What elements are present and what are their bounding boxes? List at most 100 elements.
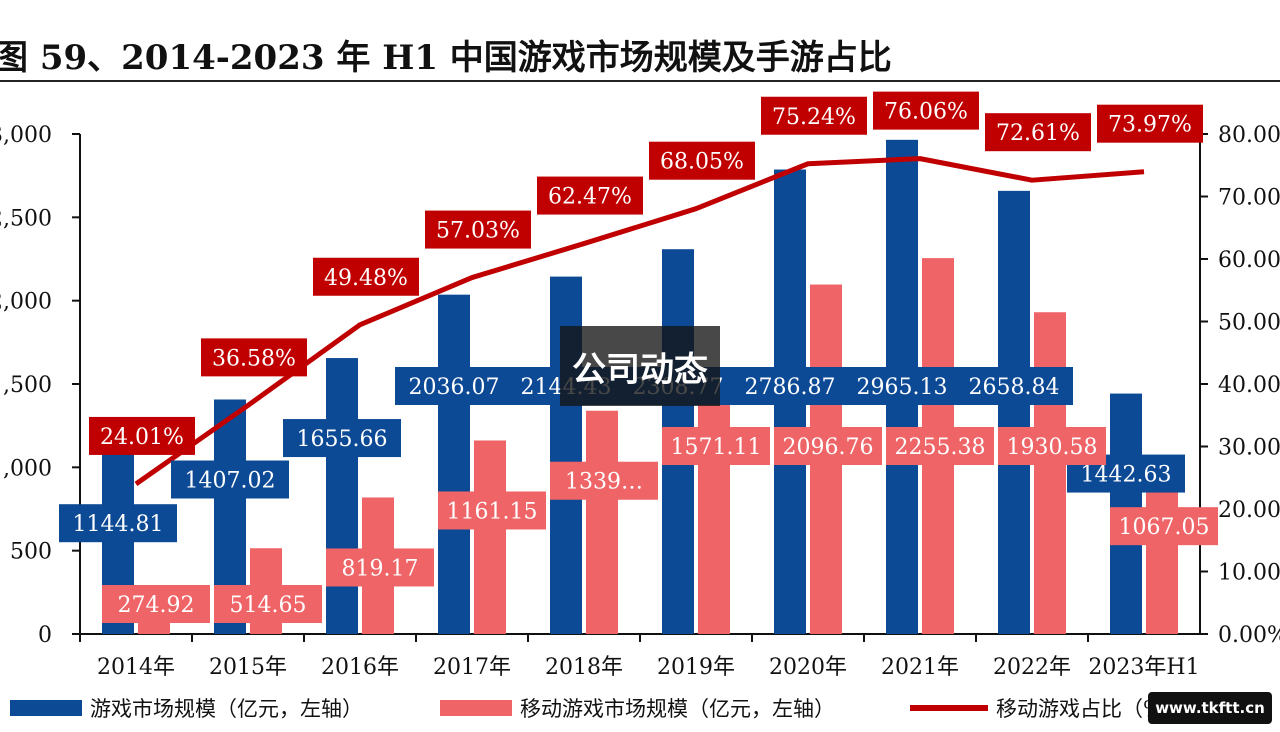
right-tick-label: 50.00% bbox=[1218, 311, 1280, 336]
watermark-overlay: 公司动态 bbox=[560, 326, 720, 406]
bar-mobile bbox=[586, 410, 618, 634]
x-tick-label: 2022年 bbox=[993, 655, 1071, 680]
bar-mobile bbox=[474, 440, 506, 634]
x-tick-label: 2017年 bbox=[433, 655, 511, 680]
label-share: 24.01% bbox=[100, 425, 184, 450]
label-share: 62.47% bbox=[548, 185, 632, 210]
label-total-box bbox=[59, 504, 177, 543]
bar-total bbox=[326, 358, 358, 634]
label-total-box bbox=[955, 367, 1073, 405]
site-badge: www.tkftt.cn bbox=[1148, 692, 1272, 724]
label-total: 2965.13 bbox=[857, 375, 948, 400]
x-tick-label: 2016年 bbox=[321, 655, 399, 680]
label-mobile: 514.65 bbox=[230, 593, 307, 618]
label-share-box bbox=[201, 338, 307, 377]
right-tick-label: 60.00% bbox=[1218, 248, 1280, 273]
x-tick-label: 2021年 bbox=[881, 655, 959, 680]
label-total: 2658.84 bbox=[969, 375, 1060, 400]
label-mobile-box bbox=[774, 427, 882, 465]
label-share: 73.97% bbox=[1108, 113, 1192, 138]
label-share-box bbox=[873, 91, 979, 130]
legend-swatch-total bbox=[10, 700, 82, 716]
right-tick-label: 20.00% bbox=[1218, 498, 1280, 523]
label-mobile-box bbox=[214, 585, 322, 623]
legend-swatch-mobile bbox=[440, 700, 512, 716]
label-mobile-box bbox=[1110, 507, 1218, 546]
label-total: 1442.63 bbox=[1081, 463, 1172, 488]
data-labels: 1144.811407.021655.662036.072144.432308.… bbox=[59, 91, 1218, 623]
label-total-box bbox=[731, 367, 849, 405]
legend-label-mobile: 移动游戏市场规模（亿元，左轴） bbox=[520, 697, 835, 721]
label-share-box bbox=[537, 176, 643, 215]
left-tick-label: 2,500 bbox=[0, 206, 52, 231]
left-tick-label: 3,000 bbox=[0, 123, 52, 148]
left-tick-label: 0 bbox=[38, 623, 52, 648]
label-share: 72.61% bbox=[996, 121, 1080, 146]
label-mobile: 2096.76 bbox=[783, 435, 874, 460]
label-total: 1407.02 bbox=[185, 468, 276, 493]
label-mobile-box bbox=[886, 427, 994, 465]
label-total-box bbox=[843, 367, 961, 405]
label-mobile: 2255.38 bbox=[895, 435, 986, 460]
legend-label-total: 游戏市场规模（亿元，左轴） bbox=[90, 697, 363, 721]
label-share: 49.48% bbox=[324, 266, 408, 291]
label-total: 1144.81 bbox=[73, 512, 164, 537]
x-tick-label: 2015年 bbox=[209, 655, 287, 680]
label-total-box bbox=[171, 460, 289, 499]
label-share-box bbox=[985, 113, 1091, 152]
label-mobile: 1339… bbox=[565, 470, 643, 495]
right-tick-label: 80.00% bbox=[1218, 123, 1280, 148]
title-rule bbox=[0, 80, 1280, 82]
label-mobile: 1930.58 bbox=[1007, 435, 1098, 460]
label-total-box bbox=[395, 367, 513, 405]
x-tick-label: 2020年 bbox=[769, 655, 847, 680]
left-tick-label: 2,000 bbox=[0, 290, 52, 315]
label-share: 57.03% bbox=[436, 219, 520, 244]
label-share-box bbox=[89, 416, 195, 455]
label-share-box bbox=[425, 210, 531, 249]
label-mobile-box bbox=[102, 585, 210, 623]
label-mobile: 1161.15 bbox=[447, 499, 538, 524]
x-tick-label: 2019年 bbox=[657, 655, 735, 680]
right-tick-label: 0.00% bbox=[1218, 623, 1280, 648]
left-tick-label: 500 bbox=[10, 540, 52, 565]
label-mobile: 1067.05 bbox=[1119, 515, 1210, 540]
label-total: 2036.07 bbox=[409, 375, 500, 400]
label-mobile-box bbox=[662, 427, 770, 465]
label-mobile-box bbox=[438, 491, 546, 530]
label-share-box bbox=[1097, 104, 1203, 143]
bar-mobile bbox=[1034, 312, 1066, 634]
chart-title: 图 59、2014-2023 年 H1 中国游戏市场规模及手游占比 bbox=[0, 38, 892, 78]
label-mobile-box bbox=[998, 427, 1106, 465]
label-share-box bbox=[313, 257, 419, 296]
label-total-box bbox=[283, 419, 401, 458]
label-mobile: 1571.11 bbox=[671, 435, 762, 460]
axes: 0 500 1,000 1,500 2,000 2,500 3,000 0.00% 10.00%… bbox=[0, 123, 1280, 680]
label-mobile: 274.92 bbox=[118, 593, 195, 618]
label-share: 75.24% bbox=[772, 105, 856, 130]
label-mobile-box bbox=[326, 548, 434, 587]
label-share: 76.06% bbox=[884, 100, 968, 125]
label-share-box bbox=[649, 141, 755, 180]
right-tick-label: 70.00% bbox=[1218, 186, 1280, 211]
right-tick-label: 40.00% bbox=[1218, 373, 1280, 398]
x-tick-label: 2023年H1 bbox=[1088, 655, 1199, 680]
right-tick-label: 30.00% bbox=[1218, 436, 1280, 461]
bar-mobile bbox=[698, 372, 730, 634]
left-tick-label: 1,000 bbox=[0, 456, 52, 481]
right-tick-label: 10.00% bbox=[1218, 561, 1280, 586]
legend: 游戏市场规模（亿元，左轴） 移动游戏市场规模（亿元，左轴） 移动游戏占比（%，右轴） bbox=[10, 697, 1247, 721]
label-mobile-box bbox=[550, 461, 658, 500]
bar-total bbox=[438, 294, 470, 634]
left-tick-label: 1,500 bbox=[0, 373, 52, 398]
label-total: 1655.66 bbox=[297, 427, 388, 452]
x-tick-label: 2018年 bbox=[545, 655, 623, 680]
label-share: 68.05% bbox=[660, 150, 744, 175]
label-mobile: 819.17 bbox=[342, 556, 419, 581]
label-share-box bbox=[761, 96, 867, 135]
bar-total bbox=[998, 190, 1030, 635]
label-share: 36.58% bbox=[212, 346, 296, 371]
x-tick-label: 2014年 bbox=[97, 655, 175, 680]
label-total: 2786.87 bbox=[745, 375, 836, 400]
